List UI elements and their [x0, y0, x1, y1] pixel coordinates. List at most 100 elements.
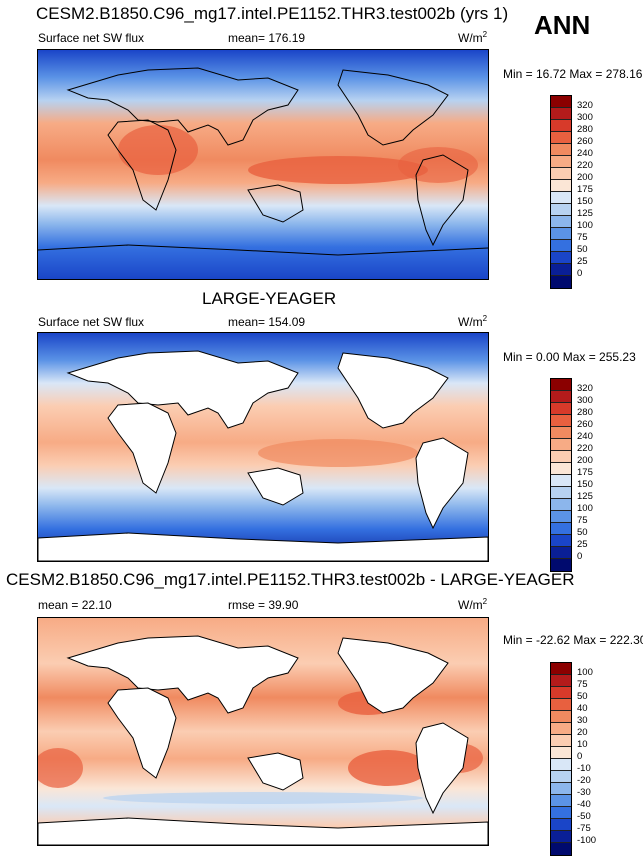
panel-1-colorbar-swatch	[551, 180, 571, 192]
panel-1-colorbar-tick: 75	[577, 232, 588, 243]
panel-1-colorbar-swatch	[551, 216, 571, 228]
panel-1-colorbar-tick: 125	[577, 208, 593, 219]
panel-3-colorbar-swatch	[551, 831, 571, 843]
panel-2-title: LARGE-YEAGER	[202, 289, 337, 308]
panel-2-colorbar-tick: 240	[577, 431, 593, 442]
panel-1-colorbar-tick: 220	[577, 160, 593, 171]
panel-1-colorbar-swatch	[551, 144, 571, 156]
panel-1-colorbar-swatch	[551, 108, 571, 120]
panel-2-colorbar-swatch	[551, 547, 571, 559]
panel-2-colorbar-swatch	[551, 499, 571, 511]
panel-3-colorbar-tick: 0	[577, 751, 583, 762]
panel-3-colorbar-swatch	[551, 771, 571, 783]
panel-2-colorbar-swatch	[551, 475, 571, 487]
panel-2-variable-label: Surface net SW flux	[38, 315, 145, 329]
panel-1-colorbar-tick: 175	[577, 184, 593, 195]
panel-1-minmax: Min = 16.72 Max = 278.16	[503, 67, 643, 81]
panel-2-colorbar-swatch	[551, 511, 571, 523]
panel-3-colorbar-tick: 75	[577, 679, 588, 690]
panel-3-colorbar-swatch	[551, 843, 571, 855]
panel-1-colorbar-tick: 100	[577, 220, 593, 231]
panel-1-colorbar-tick: 280	[577, 124, 593, 135]
panel-1-colorbar	[550, 95, 572, 289]
panel-3-colorbar-swatch	[551, 747, 571, 759]
panel-1-colorbar-swatch	[551, 252, 571, 264]
panel-3-colorbar-tick: 40	[577, 703, 588, 714]
panel-1-colorbar-swatch	[551, 168, 571, 180]
panel-2-unit-label: W/m2	[458, 314, 488, 329]
panel-1-colorbar-swatch	[551, 204, 571, 216]
panel-1-colorbar-tick: 200	[577, 172, 593, 183]
panel-1-variable-label: Surface net SW flux	[38, 31, 145, 45]
panel-3-colorbar-tick: 10	[577, 739, 588, 750]
panel-2-colorbar-tick: 260	[577, 419, 593, 430]
panel-2-colorbar-tick: 220	[577, 443, 593, 454]
panel-2-colorbar-swatch	[551, 439, 571, 451]
panel-2-colorbar-swatch	[551, 403, 571, 415]
panel-1-colorbar-swatch	[551, 276, 571, 288]
panel-2-colorbar-tick: 25	[577, 539, 588, 550]
panel-3-colorbar-swatch	[551, 759, 571, 771]
panel-2-colorbar-tick: 175	[577, 467, 593, 478]
panel-2-colorbar-swatch	[551, 463, 571, 475]
panel-2-colorbar-swatch	[551, 379, 571, 391]
panel-1-colorbar-swatch	[551, 96, 571, 108]
panel-2-colorbar-swatch	[551, 391, 571, 403]
panel-2-colorbar-swatch	[551, 487, 571, 499]
season-label: ANN	[534, 10, 591, 40]
panel-1-colorbar-swatch	[551, 120, 571, 132]
panel-2-colorbar-tick: 300	[577, 395, 593, 406]
panel-2-colorbar-tick: 50	[577, 527, 588, 538]
panel-2-map	[37, 332, 489, 562]
panel-2-colorbar-tick: 150	[577, 479, 593, 490]
panel-1-colorbar-swatch	[551, 228, 571, 240]
panel-2-colorbar-tick: 200	[577, 455, 593, 466]
panel-1-colorbar-swatch	[551, 240, 571, 252]
panel-3-title: CESM2.B1850.C96_mg17.intel.PE1152.THR3.t…	[6, 570, 575, 589]
panel-3-colorbar-tick: -40	[577, 799, 591, 810]
panel-1-colorbar-tick: 260	[577, 136, 593, 147]
panel-2-colorbar-tick: 320	[577, 383, 593, 394]
panel-2-colorbar-swatch	[551, 427, 571, 439]
panel-3-colorbar-swatch	[551, 795, 571, 807]
panel-1-colorbar-swatch	[551, 132, 571, 144]
panel-3-colorbar-swatch	[551, 735, 571, 747]
panel-2-colorbar-tick: 125	[577, 491, 593, 502]
panel-3-colorbar-swatch	[551, 783, 571, 795]
panel-3-colorbar-tick: 50	[577, 691, 588, 702]
panel-3-mean-label: mean = 22.10	[38, 598, 112, 612]
panel-2-colorbar-swatch	[551, 415, 571, 427]
panel-1-colorbar-tick: 320	[577, 100, 593, 111]
panel-1-colorbar-tick: 300	[577, 112, 593, 123]
panel-2-colorbar-tick: 100	[577, 503, 593, 514]
panel-2-colorbar-tick: 280	[577, 407, 593, 418]
panel-2-mean-label: mean= 154.09	[228, 315, 306, 329]
panel-1-colorbar-swatch	[551, 192, 571, 204]
panel-1-colorbar-swatch	[551, 264, 571, 276]
panel-3-colorbar-tick: -100	[577, 835, 597, 846]
panel-1-colorbar-tick: 150	[577, 196, 593, 207]
panel-1-map	[37, 49, 489, 280]
panel-2-colorbar-swatch	[551, 535, 571, 547]
panel-1-colorbar-tick: 0	[577, 268, 583, 279]
panel-3-colorbar-swatch	[551, 819, 571, 831]
panel-1-colorbar-tick: 50	[577, 244, 588, 255]
panel-1-unit-label: W/m2	[458, 30, 488, 45]
panel-2-colorbar-swatch	[551, 523, 571, 535]
panel-3-colorbar-swatch	[551, 675, 571, 687]
panel-2-colorbar-tick: 75	[577, 515, 588, 526]
panel-3-colorbar-swatch	[551, 723, 571, 735]
panel-2-colorbar-tick: 0	[577, 551, 583, 562]
panel-3-unit-label: W/m2	[458, 597, 488, 612]
panel-3-colorbar-tick: 20	[577, 727, 588, 738]
panel-3-colorbar-tick: -20	[577, 775, 591, 786]
panel-3-minmax: Min = -22.62 Max = 222.30	[503, 633, 643, 647]
panel-1-colorbar-tick: 240	[577, 148, 593, 159]
panel-3-colorbar-swatch	[551, 663, 571, 675]
panel-2-colorbar	[550, 378, 572, 572]
panel-3-colorbar-tick: -10	[577, 763, 591, 774]
panel-1-colorbar-tick: 25	[577, 256, 588, 267]
panel-3-colorbar-swatch	[551, 711, 571, 723]
panel-3-rmse-label: rmse = 39.90	[228, 598, 299, 612]
panel-3-map	[37, 617, 489, 846]
